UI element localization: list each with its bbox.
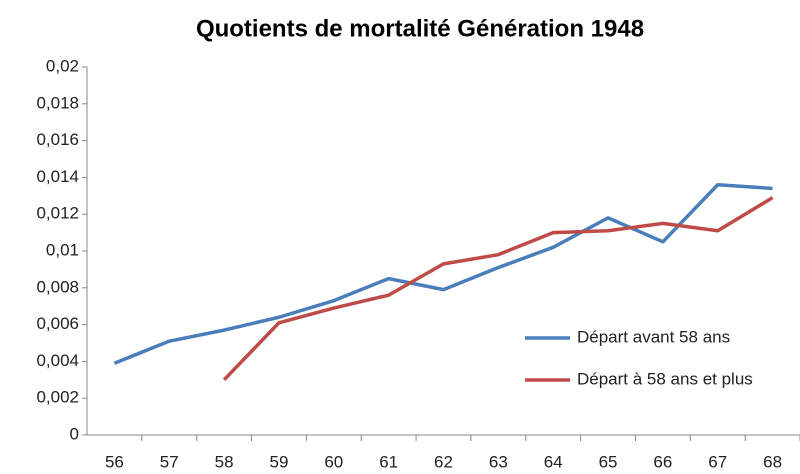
- x-tick-label: 63: [489, 452, 508, 471]
- x-tick-label: 57: [160, 452, 179, 471]
- y-tick-label: 0,014: [36, 167, 79, 186]
- x-tick-label: 68: [763, 452, 782, 471]
- y-tick-label: 0,002: [36, 388, 79, 407]
- y-tick-label: 0,016: [36, 130, 79, 149]
- x-tick-label: 67: [708, 452, 727, 471]
- y-tick-label: 0,004: [36, 351, 79, 370]
- line-series: [222, 196, 774, 382]
- legend-label: Départ avant 58 ans: [577, 327, 730, 346]
- x-tick-label: 62: [434, 452, 453, 471]
- x-tick-label: 61: [379, 452, 398, 471]
- chart-title: Quotients de mortalité Génération 1948: [196, 15, 644, 42]
- x-tick-label: 58: [215, 452, 234, 471]
- y-tick-label: 0,012: [36, 204, 79, 223]
- y-tick-label: 0,01: [46, 240, 79, 259]
- x-tick-label: 56: [105, 452, 124, 471]
- x-tick-label: 60: [324, 452, 343, 471]
- legend-label: Départ à 58 ans et plus: [577, 369, 753, 388]
- x-tick-label: 65: [599, 452, 618, 471]
- line-series: [113, 183, 773, 365]
- x-tick-label: 66: [653, 452, 672, 471]
- y-tick-label: 0: [70, 424, 79, 443]
- x-tick-label: 59: [270, 452, 289, 471]
- y-tick-label: 0,02: [46, 56, 79, 75]
- y-tick-label: 0,008: [36, 277, 79, 296]
- y-tick-label: 0,006: [36, 314, 79, 333]
- y-tick-label: 0,018: [36, 93, 79, 112]
- x-tick-label: 64: [544, 452, 563, 471]
